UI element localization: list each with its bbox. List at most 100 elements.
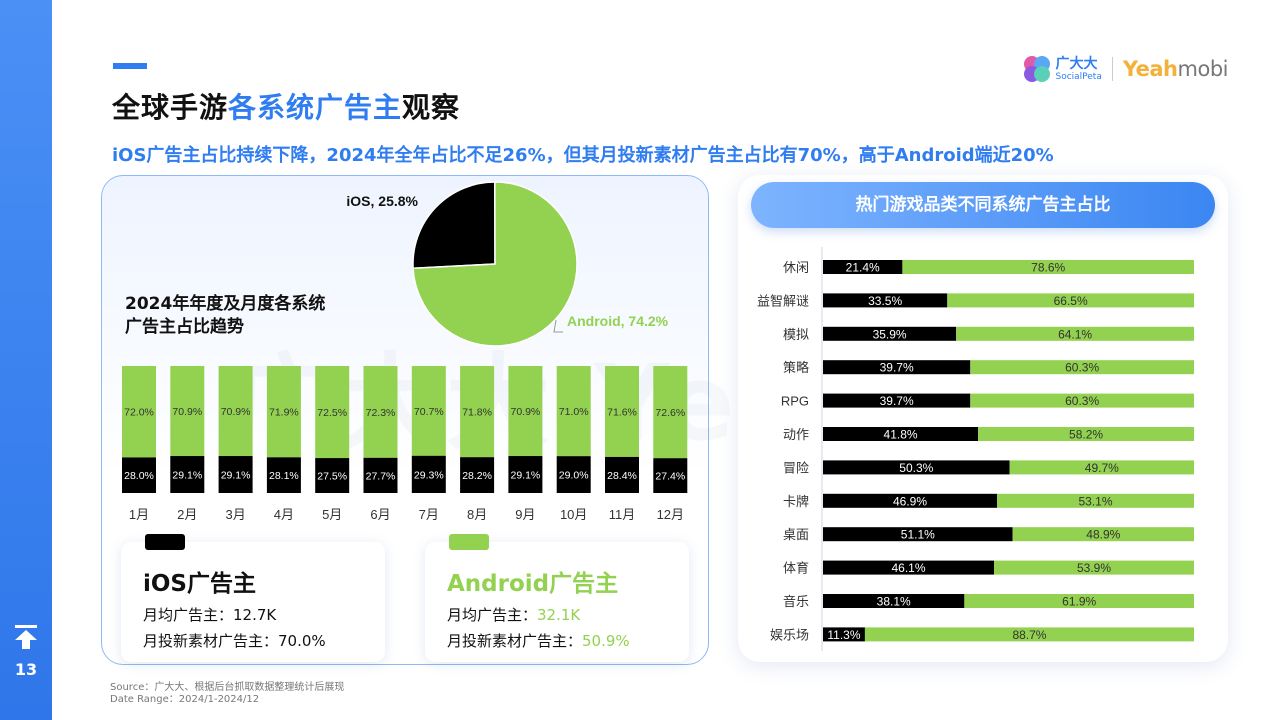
hbar-label-ios-2: 33.5%: [868, 294, 902, 308]
hbar-ios-5: [823, 393, 971, 408]
ios-row1-value: 12.7K: [233, 606, 277, 624]
bar-ios-4: [266, 457, 301, 493]
hbar-ios-9: [823, 527, 1013, 542]
bar-android-8: [460, 366, 495, 458]
hbar-label-android-1: 78.6%: [1031, 261, 1065, 275]
hbar-label-ios-7: 50.3%: [899, 461, 933, 475]
bar-android-5: [315, 366, 350, 459]
hbar-ios-6: [823, 427, 979, 441]
hbar-android-12: [864, 627, 1194, 642]
hbar-label-android-4: 60.3%: [1065, 361, 1099, 375]
hbar-label-ios-12: 11.3%: [827, 628, 860, 642]
pie-label-android: Android, 74.2%: [567, 313, 669, 329]
hbar-ios-1: [823, 260, 903, 274]
bar-android-11: [605, 366, 639, 457]
hbar-label-android-11: 61.9%: [1062, 595, 1096, 609]
android-row2-label: 月投新素材广告主：: [447, 632, 583, 650]
bar-ios-11: [605, 456, 639, 493]
hbar-android-10: [994, 560, 1194, 575]
yeahmobi-logo-a: Yeah: [1122, 57, 1178, 81]
category-label-3: 模拟: [783, 327, 809, 342]
hbar-label-android-12: 88.7%: [1012, 628, 1046, 642]
bar-android-1: [122, 366, 156, 458]
hbar-label-ios-6: 41.8%: [884, 428, 918, 442]
data-label-android-12: 72.6%: [655, 407, 685, 419]
hbar-ios-7: [823, 460, 1010, 475]
bar-android-7: [411, 366, 446, 456]
bar-ios-7: [411, 455, 446, 493]
right-panel-title: 热门游戏品类不同系统广告主占比: [751, 182, 1215, 228]
hbar-android-1: [902, 260, 1194, 274]
pie-label-leader-android: [553, 319, 563, 333]
pie-slice-ios: [412, 181, 496, 270]
bar-ios-5: [315, 458, 350, 493]
x-tick-label-5: 5月: [322, 507, 342, 522]
socialpeta-cn-name: 广大大: [1055, 55, 1098, 72]
yeahmobi-logo: Yeahmobi: [1122, 57, 1229, 81]
x-tick-label-9: 9月: [515, 507, 535, 522]
hbar-label-android-5: 60.3%: [1065, 394, 1099, 408]
chart-title-line2: 广告主占比趋势: [125, 317, 244, 337]
hbar-ios-8: [823, 493, 997, 508]
bar-android-3: [218, 366, 253, 457]
x-tick-label-8: 8月: [467, 507, 487, 522]
bar-android-10: [556, 366, 591, 457]
category-label-2: 益智解谜: [757, 293, 809, 308]
x-tick-label-11: 11月: [609, 507, 636, 522]
hbar-ios-2: [823, 293, 948, 308]
data-label-android-6: 72.3%: [366, 407, 396, 419]
data-label-android-10: 71.0%: [559, 406, 589, 418]
pie-label-ios: iOS, 25.8%: [346, 193, 418, 209]
data-label-android-11: 71.6%: [607, 406, 637, 418]
pie-slice-android: [412, 181, 578, 347]
android-row1-label: 月均广告主：: [447, 606, 538, 624]
data-label-ios-12: 27.4%: [655, 471, 685, 483]
x-tick-label-3: 3月: [225, 507, 245, 522]
side-bar: 13: [0, 0, 52, 720]
hbar-label-ios-5: 39.7%: [880, 394, 914, 408]
bar-android-12: [653, 366, 688, 459]
data-label-android-1: 72.0%: [124, 407, 154, 419]
category-label-11: 音乐: [783, 594, 809, 609]
category-label-9: 桌面: [783, 527, 809, 542]
category-label-5: RPG: [781, 394, 809, 409]
bar-ios-6: [363, 457, 398, 493]
data-label-android-4: 71.9%: [269, 407, 299, 419]
hbar-android-11: [964, 594, 1194, 608]
socialpeta-logo-text: 广大大 SocialPeta: [1055, 57, 1101, 82]
category-label-1: 休闲: [783, 260, 809, 275]
hbar-label-ios-1: 21.4%: [846, 261, 880, 275]
pie-chart: iOS, 25.8% Android, 74.2%: [346, 181, 669, 347]
bar-android-2: [170, 366, 205, 457]
source-line: Source：广大大、根据后台抓取数据整理统计后展现: [110, 682, 345, 693]
title-part1: 全球手游: [112, 91, 229, 124]
data-label-ios-8: 28.2%: [462, 470, 492, 482]
category-label-7: 冒险: [783, 460, 809, 475]
chart-title-line1: 2024年年度及月度各系统: [125, 294, 326, 314]
hbar-ios-3: [823, 326, 957, 341]
bar-ios-2: [170, 456, 205, 493]
bar-android-6: [363, 366, 398, 458]
hbar-label-ios-3: 35.9%: [873, 327, 907, 341]
category-label-10: 体育: [783, 561, 809, 576]
logo-group: 广大大 SocialPeta Yeahmobi: [1023, 52, 1229, 86]
x-tick-label-7: 7月: [419, 507, 439, 522]
data-label-ios-1: 28.0%: [124, 470, 154, 482]
hbar-android-3: [956, 326, 1194, 341]
hbar-label-ios-10: 46.1%: [891, 561, 925, 575]
bar-ios-8: [460, 457, 495, 493]
category-label-12: 娱乐场: [770, 627, 809, 642]
bar-ios-10: [556, 456, 591, 493]
bar-android-4: [266, 366, 301, 458]
hbar-label-android-7: 49.7%: [1085, 461, 1119, 475]
page-number: 13: [14, 660, 38, 679]
hbar-android-9: [1012, 527, 1194, 542]
android-new-creative-advertisers: 月投新素材广告主：50.9%: [447, 630, 630, 651]
category-label-8: 卡牌: [783, 494, 809, 509]
genre-horizontal-bar-chart: 休闲 21.4% 78.6% 益智解谜 33.5% 66.5% 模拟 35.9% 64.1% 策略…: [757, 247, 1194, 651]
category-label-4: 策略: [783, 360, 809, 375]
back-to-top-icon[interactable]: [15, 625, 37, 649]
hbar-label-ios-8: 46.9%: [893, 494, 927, 508]
date-range-line: Date Range：2024/1-2024/12: [110, 694, 260, 705]
data-label-ios-2: 29.1%: [172, 470, 202, 482]
